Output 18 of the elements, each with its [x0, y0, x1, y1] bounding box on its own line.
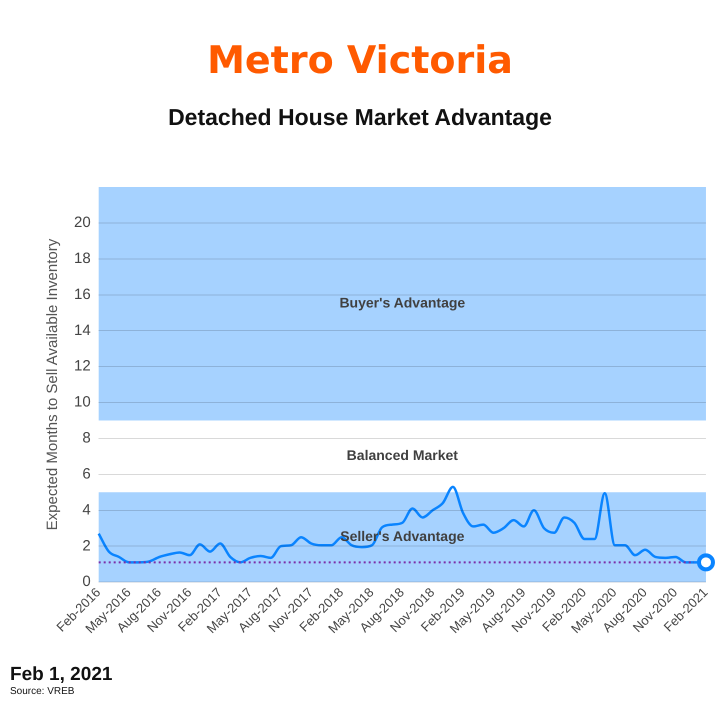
y-tick-label: 14 — [74, 322, 91, 339]
y-tick-label: 8 — [82, 430, 91, 447]
y-tick-label: 18 — [74, 250, 91, 267]
chart-subtitle: Detached House Market Advantage — [167, 104, 553, 131]
y-axis-title: Expected Months to Sell Available Inventory — [44, 238, 62, 530]
y-tick-label: 16 — [74, 286, 91, 303]
y-tick-label: 10 — [74, 394, 91, 411]
band-label: Buyer's Advantage — [339, 294, 466, 311]
y-tick-label: 12 — [74, 358, 91, 375]
source-note: Source: VREB — [10, 686, 76, 698]
y-tick-label: 0 — [82, 573, 91, 590]
chart-title: Metro Victoria — [206, 38, 514, 82]
y-tick-label: 20 — [74, 214, 91, 232]
annotation: Balanced Market — [346, 447, 458, 464]
y-tick-label: 2 — [82, 537, 91, 554]
y-tick-label: 4 — [82, 501, 91, 518]
y-tick-label: 6 — [82, 465, 91, 482]
text: Feb 1, 2021 — [10, 664, 112, 686]
